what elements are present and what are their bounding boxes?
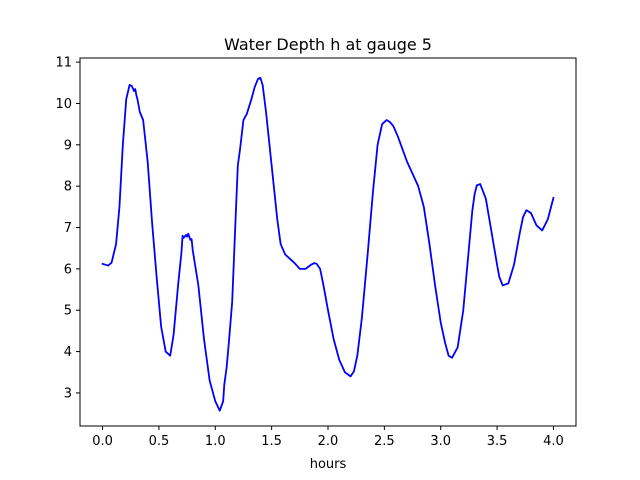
y-tick-label: 3 [64, 386, 72, 401]
x-tick-label: 0.0 [92, 434, 113, 449]
x-tick-label: 1.5 [261, 434, 282, 449]
chart-title: Water Depth h at gauge 5 [224, 35, 432, 54]
series-line-0 [101, 76, 555, 412]
y-tick-label: 4 [64, 345, 72, 360]
y-tick-label: 7 [64, 221, 72, 236]
y-tick-label: 5 [64, 304, 72, 319]
y-tick-label: 9 [64, 138, 72, 153]
y-tick-label: 11 [55, 56, 72, 71]
y-tick-label: 10 [55, 97, 72, 112]
x-axis-label: hours [310, 457, 347, 472]
series-layer [101, 76, 555, 412]
x-tick-label: 2.5 [374, 434, 395, 449]
x-tick-label: 4.0 [543, 434, 564, 449]
x-axis: 0.0 0.5 1.0 1.5 2.0 2.5 3.0 3.5 4.0 [92, 426, 564, 449]
y-axis: 3 4 5 6 7 8 9 10 11 [55, 56, 80, 401]
y-tick-label: 6 [64, 262, 72, 277]
y-tick-label: 8 [64, 180, 72, 195]
x-tick-label: 1.0 [205, 434, 226, 449]
x-tick-label: 2.0 [318, 434, 339, 449]
x-tick-label: 3.5 [487, 434, 508, 449]
x-tick-label: 3.0 [430, 434, 451, 449]
x-tick-label: 0.5 [149, 434, 170, 449]
